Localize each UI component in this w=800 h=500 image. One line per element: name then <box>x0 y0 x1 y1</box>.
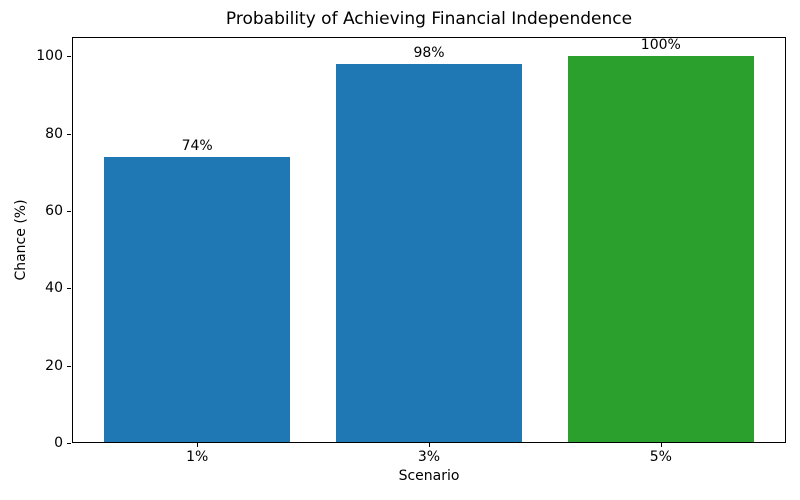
bar-value-label: 98% <box>413 45 445 62</box>
x-tick-mark <box>197 443 199 447</box>
y-tick-mark <box>67 211 71 212</box>
y-tick-label: 0 <box>54 435 63 451</box>
y-tick-label: 60 <box>45 203 63 219</box>
bar-value-label: 74% <box>181 137 213 154</box>
x-axis-label: Scenario <box>398 468 460 484</box>
y-tick-label: 100 <box>36 48 63 65</box>
y-tick-mark <box>67 56 71 58</box>
x-tick-label: 5% <box>649 449 672 465</box>
x-tick-label: 1% <box>186 449 209 465</box>
bar-value-label: 100% <box>640 37 681 54</box>
x-tick-label: 3% <box>417 449 441 465</box>
y-tick-mark <box>67 443 71 444</box>
y-tick-mark <box>67 133 71 135</box>
y-tick-mark <box>67 288 71 290</box>
bar-3% <box>336 64 522 442</box>
x-tick-mark <box>660 443 662 447</box>
y-tick-label: 80 <box>45 125 63 142</box>
x-tick-mark <box>429 443 430 447</box>
chart-title: Probability of Achieving Financial Indep… <box>225 9 633 29</box>
bar-1% <box>104 156 290 442</box>
y-tick-label: 40 <box>45 280 63 297</box>
y-tick-mark <box>67 365 71 367</box>
bar-5% <box>568 56 754 442</box>
y-tick-label: 20 <box>45 357 63 374</box>
